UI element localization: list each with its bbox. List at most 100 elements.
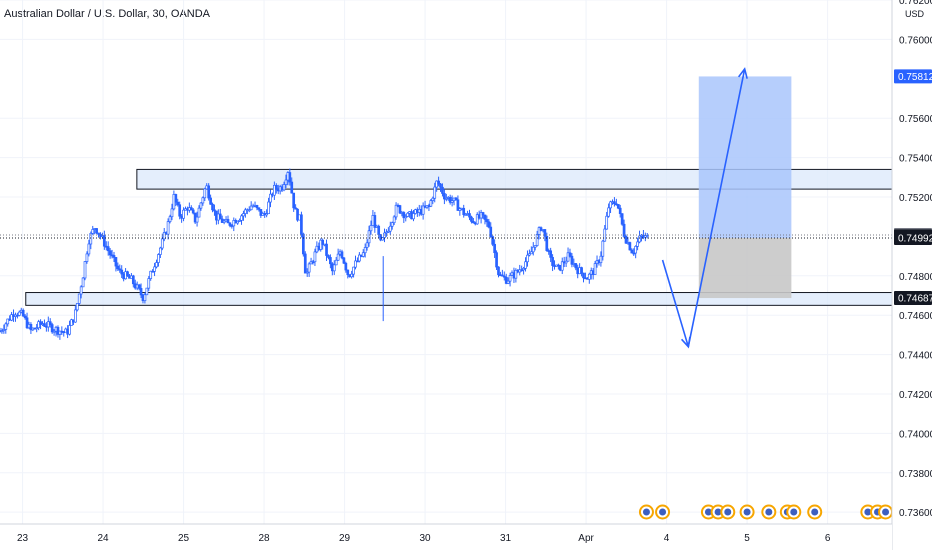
candle-body	[361, 252, 365, 257]
candle-body	[329, 257, 332, 265]
event-flag-icon[interactable]	[739, 504, 755, 520]
stop-zone[interactable]	[698, 237, 792, 299]
candle-body	[489, 226, 493, 237]
candle-body	[504, 276, 508, 284]
y-tick-label: 0.75200	[899, 193, 932, 204]
candle-body	[356, 260, 359, 263]
candle-body	[2, 329, 6, 331]
candle-body	[282, 184, 286, 191]
candle-body	[622, 223, 626, 237]
candle-body	[145, 287, 149, 296]
candle-body	[274, 185, 278, 190]
candle-body	[493, 243, 496, 254]
candle-body	[199, 202, 203, 209]
y-tick-label: 0.75600	[899, 114, 932, 125]
candle-body	[265, 213, 268, 216]
event-flag-icon[interactable]	[761, 504, 777, 520]
candle-body	[363, 247, 367, 254]
candle-body	[404, 216, 408, 219]
candle-body	[159, 247, 162, 255]
candle-body	[21, 309, 25, 317]
y-tick-label: 0.76200	[899, 0, 932, 7]
candle-body	[292, 192, 296, 209]
candle-body	[616, 204, 620, 209]
candle-body	[301, 233, 305, 255]
candle-body	[131, 275, 135, 285]
event-flag-icon[interactable]	[878, 504, 894, 520]
candle-body	[162, 232, 166, 240]
candle-body	[114, 257, 118, 267]
candle-body	[632, 252, 636, 255]
candle-body	[358, 254, 361, 262]
candle-body	[17, 311, 21, 316]
candle-body	[319, 239, 323, 250]
candle-body	[628, 242, 632, 251]
candle-body	[74, 309, 77, 323]
x-tick-label: 30	[420, 533, 432, 544]
event-flag-icon[interactable]	[655, 504, 671, 520]
candle-body	[607, 207, 610, 217]
candle-body	[522, 267, 525, 271]
candle-body	[387, 230, 390, 233]
y-axis-panel[interactable]	[892, 0, 932, 550]
candle-body	[574, 263, 578, 269]
candle-body	[568, 252, 572, 257]
candle-body	[300, 214, 303, 235]
candle-body	[390, 222, 394, 227]
candle-body	[284, 179, 288, 185]
candle-body	[10, 314, 13, 321]
x-tick-label: 4	[664, 533, 670, 544]
candle-body	[406, 212, 410, 217]
candle-body	[367, 230, 371, 244]
candle-body	[226, 219, 230, 224]
candle-body	[497, 266, 500, 276]
candle-body	[491, 236, 495, 245]
x-tick-label: 25	[178, 533, 190, 544]
candle-body	[566, 252, 570, 262]
candle-body	[255, 205, 259, 209]
candle-body	[514, 269, 518, 279]
candle-body	[126, 271, 129, 277]
candle-body	[91, 229, 95, 234]
candle-body	[213, 209, 216, 212]
candle-body	[570, 255, 574, 265]
projection-arrow[interactable]	[661, 67, 748, 349]
candle-body	[483, 214, 487, 220]
candle-body	[0, 330, 4, 332]
event-flag-icon[interactable]	[807, 504, 823, 520]
candle-body	[636, 241, 639, 247]
price-tag-bg	[894, 291, 932, 306]
candle-body	[475, 214, 479, 225]
candle-body	[533, 245, 537, 248]
price-tag-label: 0.74992	[898, 233, 932, 244]
y-tick-label: 0.74000	[899, 429, 932, 440]
candle-body	[325, 243, 328, 256]
y-tick-label: 0.74800	[899, 272, 932, 283]
event-flag-icon[interactable]	[720, 504, 736, 520]
x-axis-panel[interactable]	[0, 524, 892, 550]
candle-body	[564, 260, 568, 264]
candle-body	[35, 327, 39, 330]
candle-body	[70, 319, 73, 326]
candle-body	[155, 262, 158, 268]
candle-body	[77, 293, 81, 304]
candle-body	[211, 203, 214, 211]
event-flag-icon[interactable]	[786, 504, 802, 520]
candle-body	[437, 180, 440, 185]
x-tick-label: Apr	[578, 533, 594, 544]
candle-body	[201, 197, 205, 204]
candle-body	[305, 271, 309, 274]
candle-body	[373, 215, 377, 228]
candle-body	[4, 323, 8, 330]
candle-body	[537, 227, 541, 235]
candle-body	[431, 197, 435, 201]
candle-body	[487, 221, 491, 228]
candle-body	[83, 261, 87, 279]
event-flag-icon[interactable]	[638, 504, 654, 520]
long-position[interactable]	[698, 76, 792, 299]
candle-body	[464, 214, 467, 216]
x-tick-label: 5	[744, 533, 750, 544]
event-icons[interactable]	[638, 504, 894, 520]
target-zone[interactable]	[698, 76, 792, 238]
